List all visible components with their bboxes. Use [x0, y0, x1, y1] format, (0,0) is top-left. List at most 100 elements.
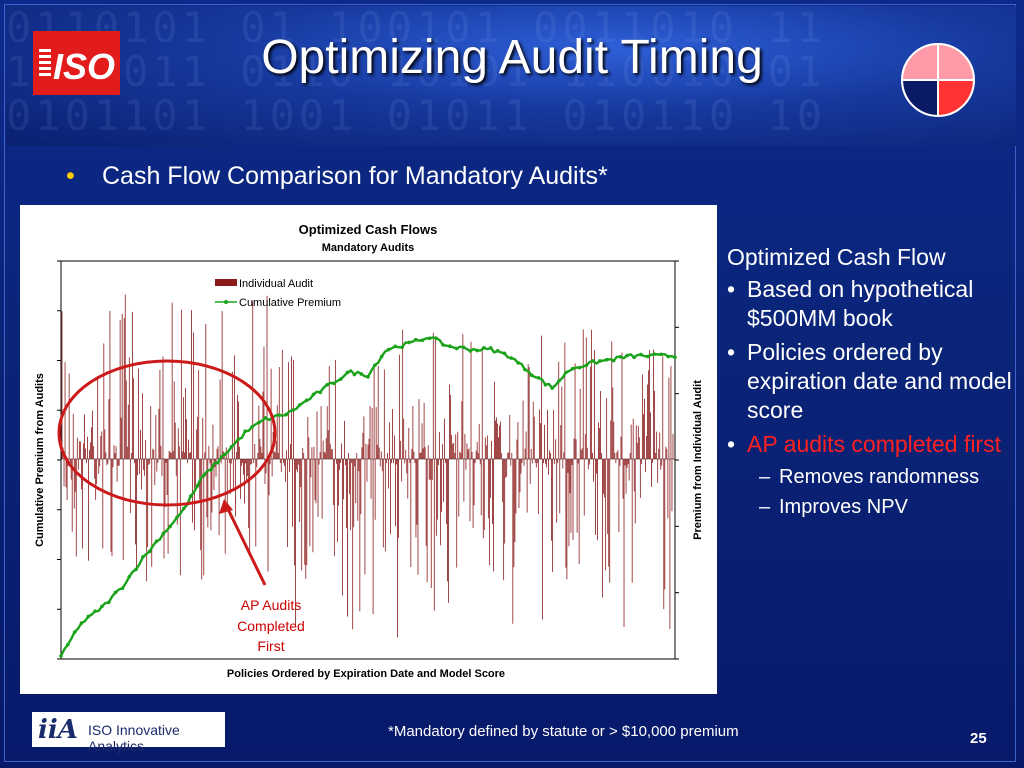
cumulative-premium-marker [318, 390, 323, 395]
cumulative-premium-marker [120, 586, 125, 591]
cumulative-premium-marker [106, 600, 111, 605]
right-axis-ticks [675, 260, 679, 660]
cumulative-premium-marker [216, 460, 220, 465]
side-item-2-text: Policies ordered by expiration date and … [747, 339, 1012, 423]
cumulative-premium-marker [373, 363, 377, 368]
legend-label-cumulative-premium: Cumulative Premium [239, 297, 341, 309]
side-subitem-2: – Improves NPV [727, 494, 1017, 520]
iso-logo-text: ISO [53, 46, 115, 87]
cumulative-premium-marker [427, 336, 432, 341]
iia-logo-text: ISO Innovative Analytics [88, 722, 180, 754]
chart-panel: Optimized Cash Flows Mandatory Audits AP… [20, 205, 717, 694]
cumulative-premium-marker [516, 361, 520, 365]
cumulative-premium-marker [366, 375, 370, 379]
cumulative-premium-marker [250, 425, 254, 429]
annotation-line-2: Completed [237, 618, 305, 634]
cumulative-premium-marker [243, 429, 247, 434]
cumulative-premium-marker [577, 365, 582, 370]
cumulative-premium-marker [400, 345, 404, 350]
legend-marker-cumulative-premium [224, 300, 228, 304]
cumulative-premium-marker [413, 337, 418, 342]
annotation-line-1: AP Audits [241, 597, 301, 613]
cumulative-premium-marker [564, 370, 568, 375]
annotation-arrow [224, 504, 267, 586]
cumulative-premium-marker [263, 416, 268, 420]
cumulative-premium-marker [113, 590, 118, 595]
cumulative-premium-marker [632, 355, 636, 360]
annotation-line-3: First [257, 638, 284, 654]
side-panel-heading: Optimized Cash Flow [727, 244, 946, 270]
slide-frame [4, 4, 1016, 762]
header-decoration: 0110101 01 100101 0011010 11 1001011 0110… [6, 6, 827, 140]
side-item-2: • Policies ordered by expiration date an… [727, 338, 1017, 425]
chart-title: Optimized Cash Flows [299, 222, 438, 237]
cumulative-premium-marker [277, 413, 282, 417]
cumulative-premium-marker [66, 642, 70, 647]
cumulative-premium-marker [229, 444, 234, 449]
cumulative-premium-marker [454, 346, 459, 351]
cash-flow-chart: Optimized Cash Flows Mandatory Audits AP… [34, 222, 704, 680]
cumulative-premium-marker [168, 524, 172, 529]
cumulative-premium-marker [59, 654, 63, 658]
y2-axis-label: Premium from Individual Audit [692, 380, 704, 540]
cumulative-premium-marker [379, 354, 384, 359]
side-bullet-dot: • [727, 431, 736, 457]
cumulative-premium-marker [434, 336, 439, 341]
sub-bullet-dash: – [759, 496, 771, 518]
cumulative-premium-marker [147, 549, 152, 554]
cumulative-premium-marker [611, 358, 616, 363]
side-subitem-1: – Removes randomness [727, 464, 1017, 490]
cumulative-premium-marker [502, 351, 507, 356]
cumulative-premium-marker [495, 349, 500, 353]
cumulative-premium-marker [591, 359, 595, 363]
cumulative-premium-marker [359, 372, 363, 376]
main-bullet: • Cash Flow Comparison for Mandatory Audi… [66, 162, 608, 191]
cumulative-premium-marker [475, 348, 479, 353]
cumulative-premium-marker [557, 379, 561, 383]
plot-area [60, 260, 676, 660]
cumulative-premium-marker [461, 345, 466, 350]
cumulative-premium-marker [141, 555, 145, 559]
cumulative-premium-marker [222, 452, 227, 457]
y-axis-label: Cumulative Premium from Audits [34, 373, 46, 547]
cumulative-premium-marker [127, 575, 132, 579]
side-subitem-1-text: Removes randomness [779, 466, 980, 488]
side-bullet-dot: • [727, 276, 736, 302]
cumulative-premium-markers [59, 336, 677, 658]
cumulative-premium-marker [72, 630, 77, 634]
cumulative-premium-marker [386, 347, 391, 352]
iia-logo: iiA ISO Innovative Analytics [32, 712, 225, 754]
cumulative-premium-marker [441, 343, 445, 347]
cumulative-premium-marker [182, 506, 186, 511]
cumulative-premium-marker [195, 484, 200, 488]
chart-subtitle: Mandatory Audits [322, 242, 415, 254]
bullet-dot: • [66, 162, 75, 190]
cumulative-premium-marker [202, 473, 207, 477]
cumulative-premium-marker [625, 353, 630, 358]
cumulative-premium-marker [645, 354, 650, 359]
cumulative-premium-marker [236, 437, 241, 441]
cumulative-premium-marker [325, 383, 329, 387]
cumulative-premium-marker [570, 366, 575, 371]
side-panel: Optimized Cash Flow • Based on hypotheti… [727, 243, 1017, 524]
cumulative-premium-marker [188, 494, 193, 498]
cumulative-premium-marker [529, 373, 534, 378]
cumulative-premium-marker [345, 370, 350, 375]
cumulative-premium-marker [304, 398, 309, 403]
annotation-arrow-head [219, 499, 233, 514]
footnote: *Mandatory defined by statute or > $10,0… [388, 723, 739, 740]
iia-logo-mark: iiA [38, 715, 78, 745]
cumulative-premium-marker [338, 377, 343, 381]
cumulative-premium-marker [550, 386, 554, 390]
cumulative-premium-marker [509, 356, 514, 360]
cumulative-premium-marker [257, 420, 261, 425]
legend-swatch-individual-audit [215, 279, 237, 286]
cumulative-premium-marker [639, 352, 643, 357]
cumulative-premium-marker [284, 412, 288, 417]
cumulative-premium-marker [659, 352, 664, 357]
x-axis-label: Policies Ordered by Expiration Date and … [227, 668, 505, 680]
cumulative-premium-marker [584, 363, 589, 368]
pie-logo-icon [901, 43, 975, 117]
cumulative-premium-marker [673, 355, 677, 360]
cumulative-premium-marker [489, 346, 493, 350]
